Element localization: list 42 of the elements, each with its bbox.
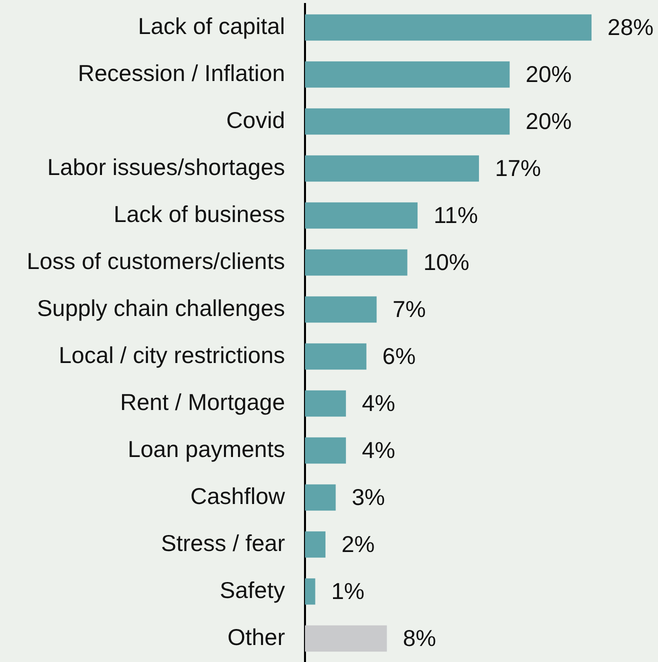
bar [305,108,510,135]
y-tick-label: Rent / Mortgage [120,388,285,415]
bar [305,390,346,417]
data-label: 28% [608,14,654,40]
y-tick-label: Other [227,624,286,650]
data-label: 17% [494,154,542,181]
bar [305,202,418,229]
bar [305,249,408,276]
y-tick-label: Lack of capital [138,12,285,39]
y-tick-label: Loss of customers/clients [26,248,285,274]
bar [305,578,316,605]
bar [305,14,592,41]
y-tick-label: Covid [226,106,285,133]
y-tick-label: Stress / fear [161,530,286,556]
data-label: 1% [331,578,364,604]
data-label: 20% [526,108,572,134]
data-label: 8% [402,624,436,651]
data-label: 20% [526,60,572,87]
y-tick-label: Recession / Inflation [78,60,285,86]
bar [305,343,366,370]
bar [305,437,346,464]
data-label: 10% [423,248,470,275]
bar [305,155,479,182]
data-label: 7% [392,296,426,322]
y-tick-label: Lack of business [114,200,285,227]
data-label: 3% [352,484,385,510]
y-tick-label: Local / city restrictions [58,342,285,368]
y-tick-label: Safety [220,576,286,603]
y-tick-label: Loan payments [128,436,285,462]
bar [305,296,377,323]
data-label: 6% [382,342,416,369]
bar [305,625,387,652]
y-tick-label: Cashflow [190,482,286,509]
data-label: 11% [434,202,478,228]
y-tick-label: Supply chain challenges [36,294,285,321]
bar [305,531,326,558]
data-label: 4% [362,436,396,463]
y-tick-label: Labor issues/shortages [47,154,285,180]
bar [305,484,336,511]
data-label: 4% [362,390,396,416]
bar [305,61,510,88]
data-label: 2% [341,530,375,557]
